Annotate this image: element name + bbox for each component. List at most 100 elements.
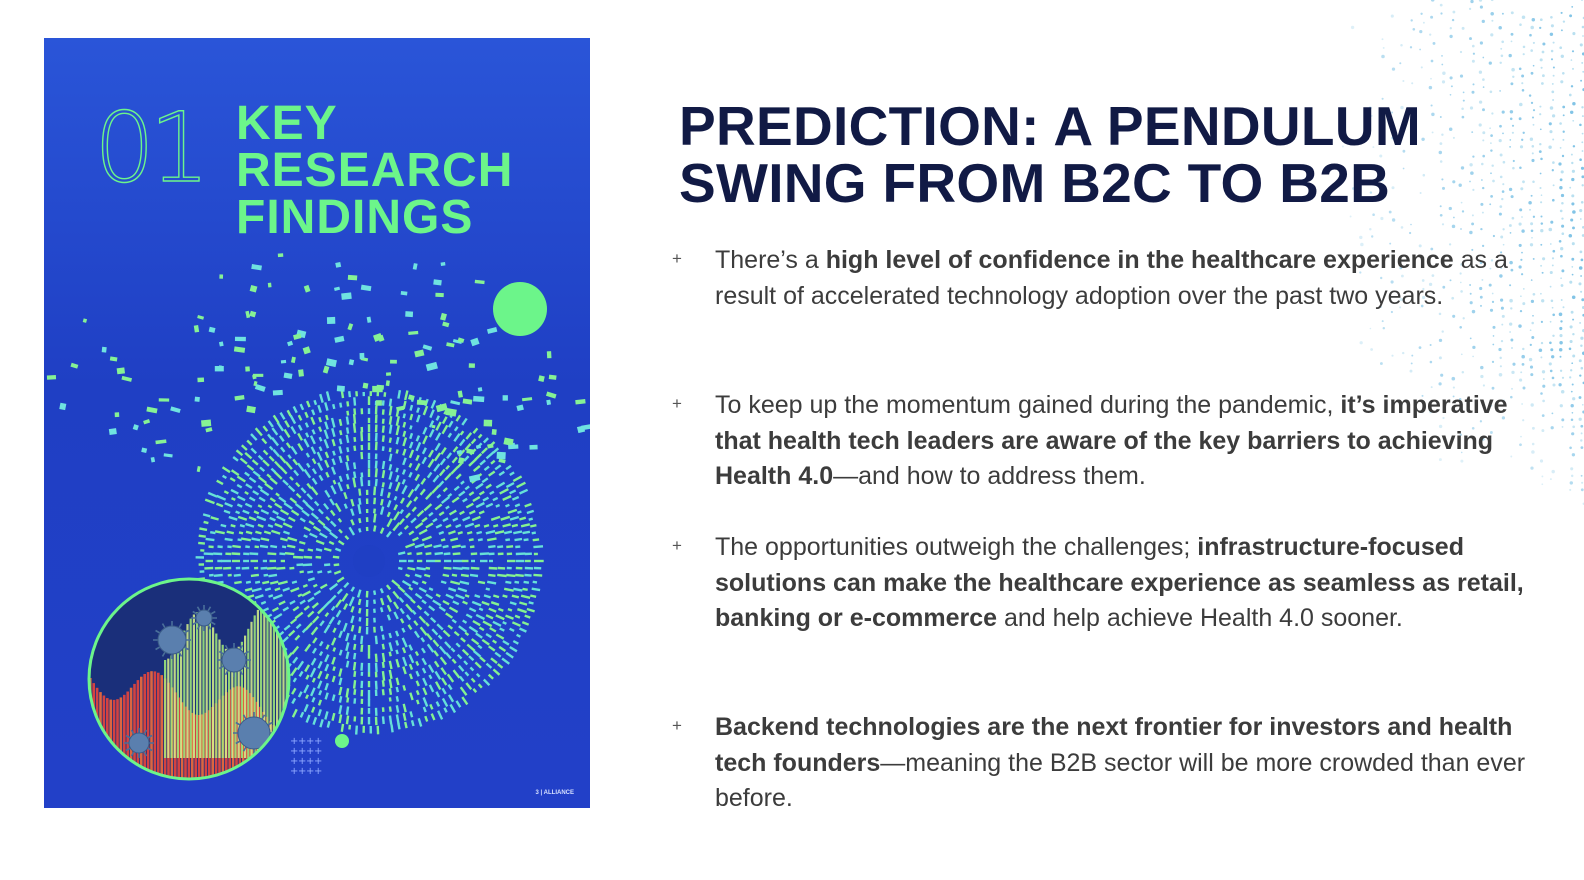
particle	[341, 292, 352, 300]
particle	[150, 456, 156, 463]
wave-dot	[1502, 228, 1505, 231]
ring-segment	[352, 462, 357, 470]
ring-segment	[408, 644, 414, 651]
particle	[377, 334, 385, 342]
ring-segment	[332, 647, 337, 652]
wave-dot	[1499, 90, 1501, 92]
wave-dot	[1572, 332, 1575, 336]
wave-dot	[1500, 47, 1503, 50]
ring-segment	[395, 677, 400, 686]
wave-dot	[1480, 374, 1484, 379]
wave-dot	[1462, 317, 1465, 320]
wave-dot	[1581, 305, 1584, 310]
bullet-emphasis: Backend technologies are the next fronti…	[715, 713, 1513, 777]
ring-segment	[216, 494, 227, 501]
ring-segment	[469, 573, 479, 578]
particle	[396, 405, 405, 412]
wave-dot	[1570, 153, 1573, 156]
cover-title-line: KEY	[236, 97, 338, 150]
ring-segment	[397, 723, 401, 730]
ring-segment	[485, 587, 491, 591]
ring-segment	[224, 502, 233, 508]
wave-dot	[1481, 244, 1485, 248]
ring-segment	[442, 629, 451, 638]
ring-segment	[397, 551, 406, 556]
ring-segment	[310, 626, 319, 636]
particle	[407, 394, 415, 401]
ring-segment	[464, 631, 470, 637]
particle	[267, 282, 272, 288]
ring-segment	[310, 657, 317, 666]
ring-segment	[319, 532, 328, 539]
ring-segment	[482, 678, 491, 687]
particle	[470, 337, 480, 347]
ring-segment	[288, 516, 296, 523]
ring-segment	[317, 699, 323, 706]
wave-dot	[1390, 310, 1393, 314]
ring-segment	[309, 687, 316, 697]
ring-segment	[408, 471, 413, 478]
wave-dot	[1522, 180, 1525, 184]
wave-dot	[1441, 133, 1444, 136]
ring-segment	[425, 566, 431, 570]
ring-segment	[338, 475, 343, 482]
ring-segment	[498, 645, 507, 653]
ring-segment	[492, 639, 498, 644]
plus-grid-mark: +	[290, 766, 298, 777]
wave-dot	[1569, 280, 1573, 284]
ring-segment	[425, 593, 434, 600]
inset-bar	[189, 618, 192, 758]
wave-dot	[1508, 224, 1512, 227]
particle	[435, 292, 444, 298]
wave-dot	[1432, 41, 1436, 45]
wave-dot	[1510, 195, 1514, 199]
ring-segment	[468, 625, 479, 634]
ring-segment	[356, 589, 362, 598]
wave-dot	[1488, 61, 1492, 65]
ring-segment	[433, 660, 440, 668]
wave-dot	[1419, 30, 1423, 34]
ring-segment	[531, 531, 537, 535]
ring-segment	[401, 469, 407, 475]
wave-dot	[1540, 292, 1542, 295]
ring-segment	[448, 606, 459, 614]
inset-bar	[95, 687, 99, 779]
ring-segment	[514, 614, 521, 619]
wave-dot	[1399, 306, 1402, 309]
particle	[205, 427, 213, 433]
inset-bar	[126, 691, 129, 779]
ring-segment	[232, 544, 241, 549]
wave-dot	[1469, 106, 1474, 110]
ring-segment	[441, 424, 449, 435]
ring-segment	[220, 523, 227, 528]
ring-segment	[291, 697, 297, 705]
wave-dot	[1551, 376, 1555, 380]
ring-segment	[283, 502, 293, 510]
particle	[468, 474, 481, 483]
particle	[456, 449, 463, 455]
ring-segment	[472, 688, 478, 693]
ring-segment	[402, 430, 407, 438]
particle	[233, 346, 246, 353]
wave-dot	[1530, 222, 1534, 226]
particle	[473, 395, 485, 403]
particle	[234, 336, 246, 342]
virus-icon	[217, 643, 251, 677]
ring-segment	[498, 470, 505, 477]
ring-segment	[251, 587, 262, 593]
ring-segment	[310, 416, 316, 425]
wave-dot	[1579, 250, 1583, 254]
ring-segment	[393, 504, 399, 511]
wave-dot	[1492, 343, 1495, 346]
ring-segment	[397, 389, 402, 399]
wave-dot	[1559, 122, 1562, 125]
wave-dot	[1521, 229, 1525, 233]
particle	[548, 374, 557, 380]
ring-segment	[257, 523, 264, 528]
wave-dot	[1519, 23, 1522, 26]
particle	[208, 326, 216, 333]
inset-bar	[199, 611, 202, 758]
ring-segment	[299, 570, 304, 574]
wave-dot	[1571, 453, 1576, 457]
ring-segment	[343, 491, 348, 500]
